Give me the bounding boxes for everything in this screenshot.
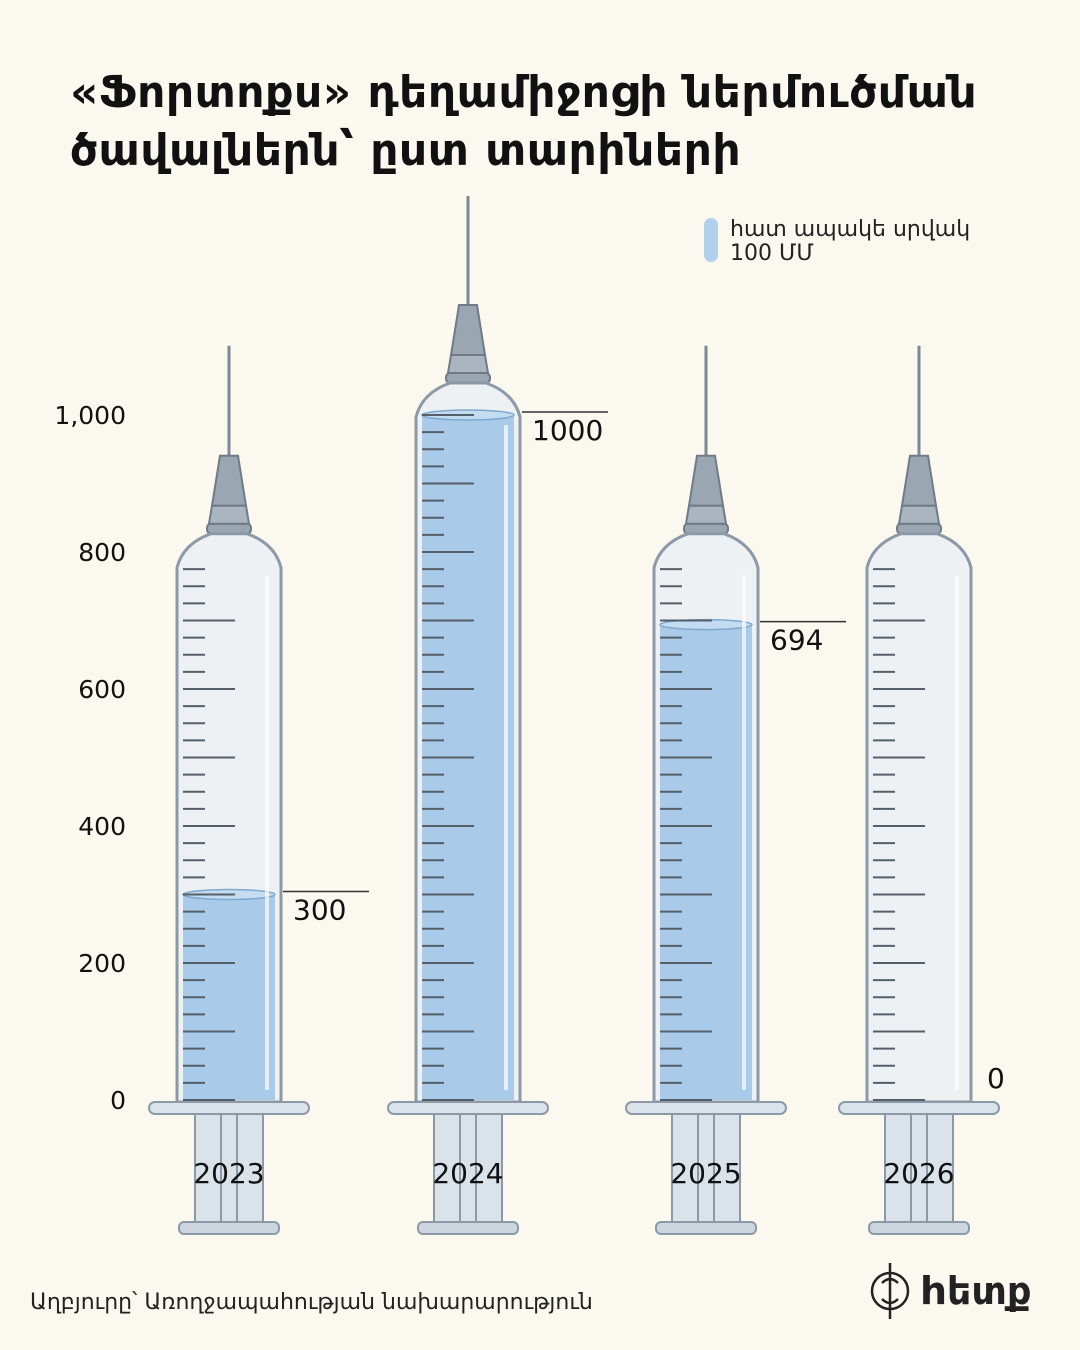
logo-text: hետք bbox=[920, 1269, 1032, 1313]
x-tick-label: 2024 bbox=[432, 1157, 503, 1190]
y-tick-label: 600 bbox=[78, 675, 126, 704]
y-tick-label: 200 bbox=[78, 949, 126, 978]
data-label: 300 bbox=[293, 894, 346, 927]
data-label: 0 bbox=[987, 1062, 1005, 1095]
liquid-fill bbox=[660, 624, 752, 1100]
chart-title: «Ֆորտոքս» դեղամիջոցի ներմուծման ծավալներ… bbox=[70, 67, 978, 176]
plunger-rod bbox=[433, 1111, 503, 1225]
needle-hub bbox=[900, 454, 938, 507]
needle-hub bbox=[210, 454, 248, 507]
logo-mark-icon bbox=[870, 1263, 910, 1319]
needle-hub bbox=[687, 454, 725, 507]
y-tick-label: 1,000 bbox=[54, 401, 126, 430]
plunger-thumb bbox=[868, 1221, 970, 1235]
plunger-thumb bbox=[655, 1221, 757, 1235]
logo: hետք bbox=[868, 1256, 1048, 1326]
legend-line-1: հատ ապակե սրվակ bbox=[730, 217, 971, 242]
plunger-rod bbox=[884, 1111, 954, 1225]
finger-flange bbox=[625, 1101, 787, 1115]
x-tick-label: 2025 bbox=[670, 1157, 741, 1190]
legend: հատ ապակե սրվակ 100 ՄՄ bbox=[704, 218, 970, 266]
y-tick-label: 0 bbox=[110, 1086, 126, 1115]
syringe-2025 bbox=[625, 345, 846, 1235]
legend-swatch bbox=[704, 218, 718, 262]
data-label: 694 bbox=[770, 624, 823, 657]
data-label: 1000 bbox=[532, 414, 603, 447]
syringe-2023 bbox=[148, 345, 369, 1235]
legend-line-2: 100 ՄՄ bbox=[730, 241, 814, 266]
x-tick-label: 2026 bbox=[883, 1157, 954, 1190]
source-note: Աղբյուրը՝ Առողջապահության նախարարություն bbox=[30, 1290, 593, 1315]
y-tick-label: 400 bbox=[78, 812, 126, 841]
plunger-thumb bbox=[417, 1221, 519, 1235]
x-tick-label: 2023 bbox=[193, 1157, 264, 1190]
syringe-2024 bbox=[387, 196, 608, 1235]
needle-hub bbox=[449, 304, 487, 356]
finger-flange bbox=[838, 1101, 1000, 1115]
syringe-2026 bbox=[838, 345, 1000, 1235]
finger-flange bbox=[148, 1101, 310, 1115]
plunger-thumb bbox=[178, 1221, 280, 1235]
y-tick-label: 800 bbox=[78, 538, 126, 567]
finger-flange bbox=[387, 1101, 549, 1115]
